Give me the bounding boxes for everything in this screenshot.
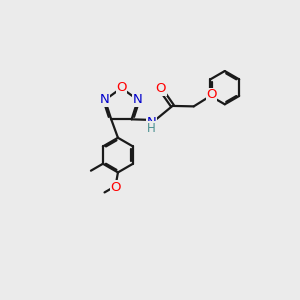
- Text: O: O: [206, 88, 217, 101]
- Text: O: O: [116, 82, 127, 94]
- Text: O: O: [110, 181, 121, 194]
- Text: N: N: [147, 116, 157, 129]
- Text: N: N: [100, 93, 110, 106]
- Text: N: N: [133, 93, 143, 106]
- Text: O: O: [155, 82, 166, 95]
- Text: H: H: [147, 122, 156, 135]
